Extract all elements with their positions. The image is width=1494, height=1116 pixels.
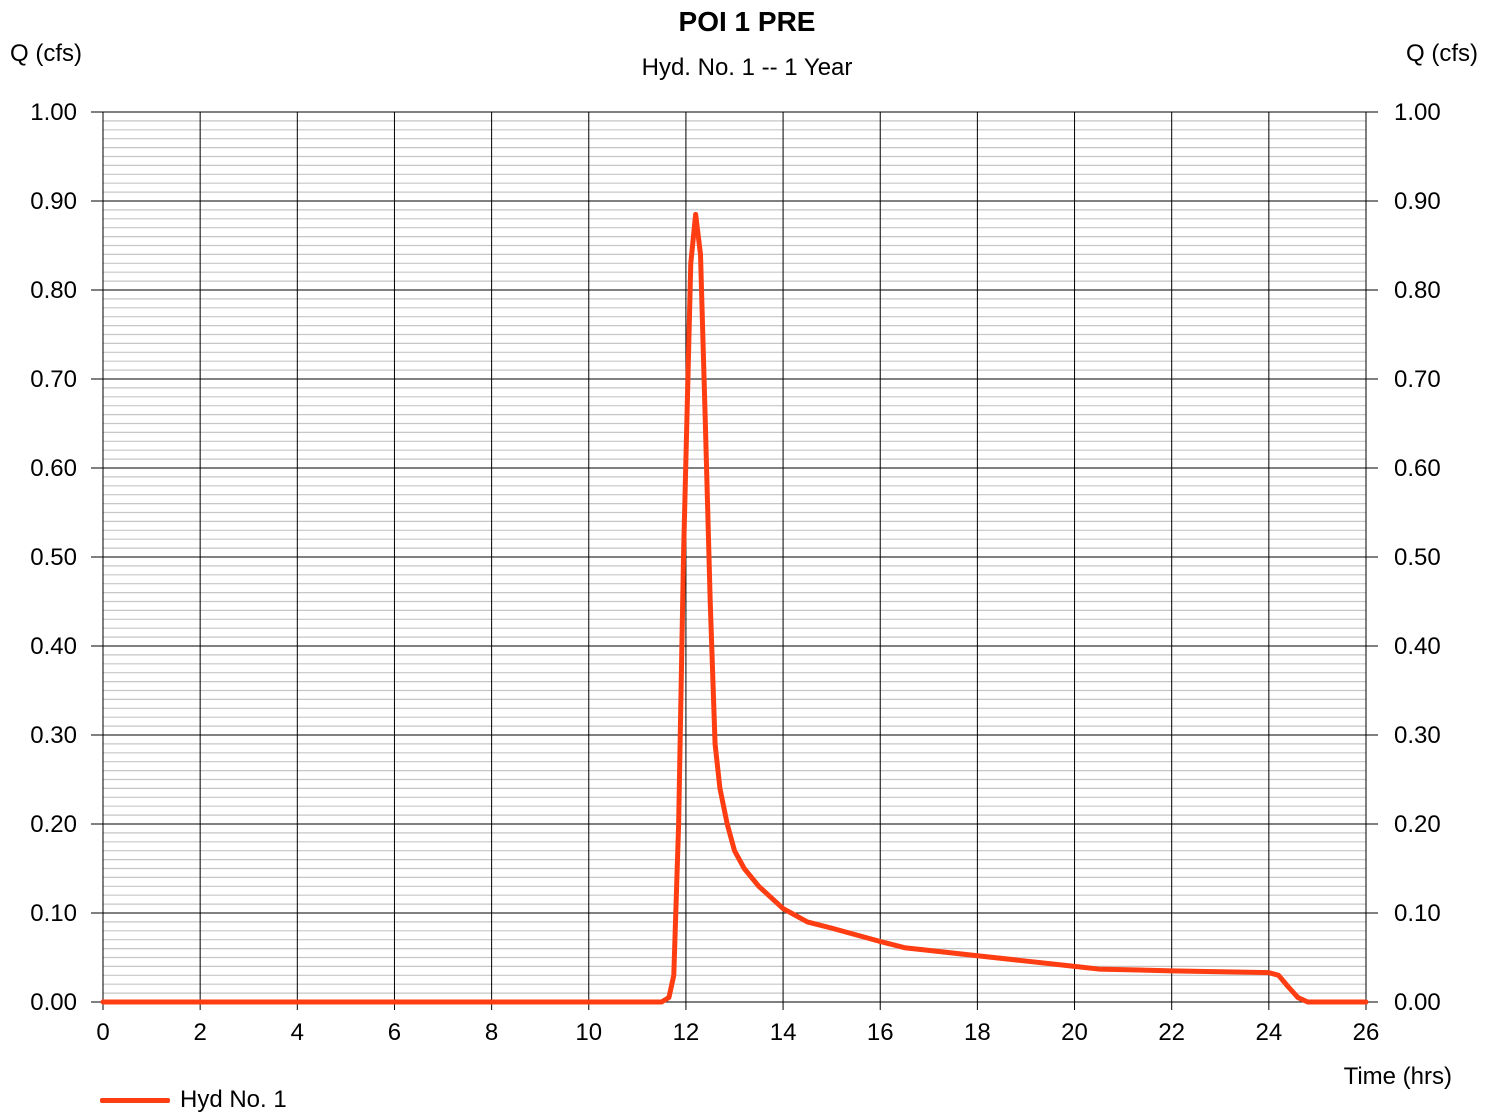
y-tick-label-left: 0.40 <box>30 633 77 660</box>
y-tick-label-right: 0.80 <box>1394 277 1441 304</box>
y-axis-label-left: Q (cfs) <box>10 40 82 67</box>
y-tick-label-right: 0.90 <box>1394 188 1441 215</box>
x-tick-label: 10 <box>575 1019 602 1046</box>
x-axis-label: Time (hrs) <box>1343 1063 1452 1090</box>
x-tick-label: 2 <box>193 1019 206 1046</box>
x-tick-label: 8 <box>485 1019 498 1046</box>
x-tick-label: 24 <box>1255 1019 1282 1046</box>
y-tick-label-right: 0.50 <box>1394 544 1441 571</box>
legend-label: Hyd No. 1 <box>180 1086 287 1113</box>
series-line-hyd-no-1 <box>100 211 1369 1005</box>
x-tick-label: 12 <box>673 1019 700 1046</box>
y-tick-label-left: 0.60 <box>30 455 77 482</box>
x-tick-label: 0 <box>96 1019 109 1046</box>
y-tick-label-left: 0.20 <box>30 811 77 838</box>
x-tick-label: 6 <box>388 1019 401 1046</box>
y-tick-label-right: 0.30 <box>1394 722 1441 749</box>
y-tick-label-right: 0.40 <box>1394 633 1441 660</box>
y-tick-label-left: 0.90 <box>30 188 77 215</box>
y-tick-label-left: 0.70 <box>30 366 77 393</box>
x-tick-label: 4 <box>291 1019 304 1046</box>
x-tick-label: 16 <box>867 1019 894 1046</box>
y-tick-label-right: 1.00 <box>1394 99 1441 126</box>
x-tick-label: 22 <box>1158 1019 1185 1046</box>
y-tick-label-left: 0.50 <box>30 544 77 571</box>
chart-title: POI 1 PRE <box>678 6 816 37</box>
x-tick-label: 20 <box>1061 1019 1088 1046</box>
y-tick-label-left: 0.80 <box>30 277 77 304</box>
chart-subtitle: Hyd. No. 1 -- 1 Year <box>641 54 853 81</box>
y-tick-label-left: 0.30 <box>30 722 77 749</box>
y-tick-label-left: 0.00 <box>30 989 77 1016</box>
y-axis-label-right: Q (cfs) <box>1406 40 1478 67</box>
y-tick-label-left: 1.00 <box>30 99 77 126</box>
y-tick-label-right: 0.60 <box>1394 455 1441 482</box>
x-tick-label: 26 <box>1353 1019 1380 1046</box>
y-tick-label-right: 0.70 <box>1394 366 1441 393</box>
x-tick-label: 18 <box>964 1019 991 1046</box>
y-tick-label-right: 0.00 <box>1394 989 1441 1016</box>
legend-swatch <box>100 1098 170 1103</box>
y-tick-label-left: 0.10 <box>30 900 77 927</box>
x-tick-label: 14 <box>770 1019 797 1046</box>
y-tick-label-right: 0.20 <box>1394 811 1441 838</box>
plot-border <box>102 111 1367 1003</box>
y-tick-label-right: 0.10 <box>1394 900 1441 927</box>
